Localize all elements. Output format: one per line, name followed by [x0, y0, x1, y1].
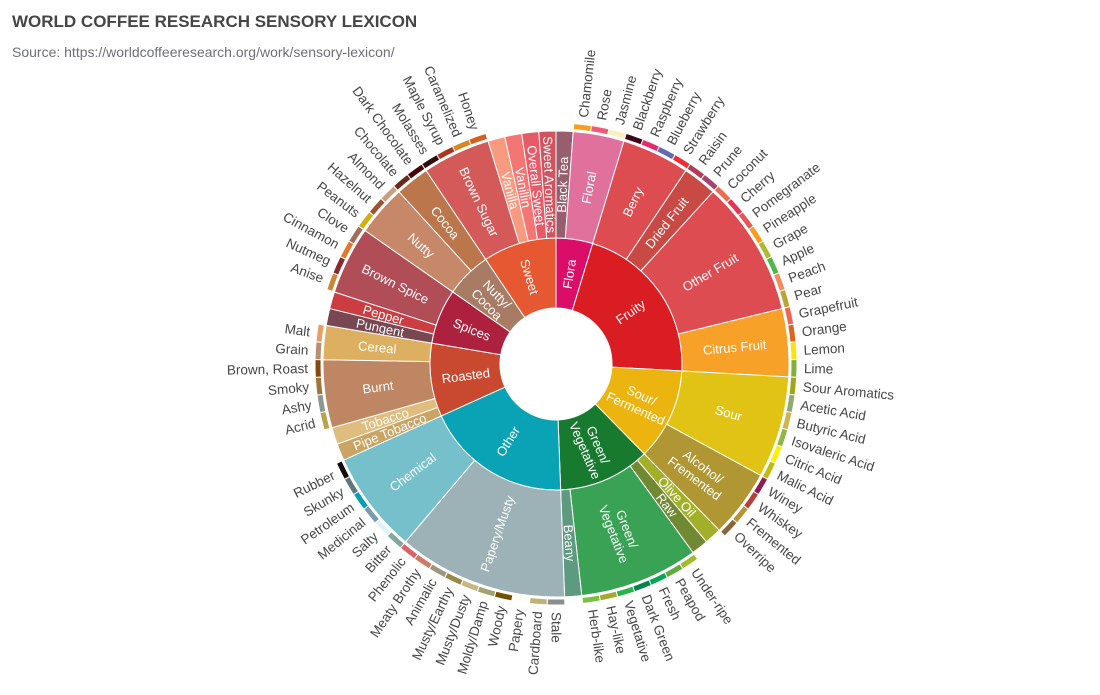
- tick-segment-honey[interactable]: [468, 132, 489, 146]
- leaf-label-smoky: Smoky: [267, 379, 310, 398]
- leaf-label-grain: Grain: [275, 341, 309, 358]
- tick-segment-brown-roast[interactable]: [314, 359, 322, 378]
- tick-segment-grain[interactable]: [314, 341, 323, 361]
- tick-segment-cardboard[interactable]: [528, 597, 548, 606]
- inner-label-roasted: Roasted: [441, 365, 491, 386]
- tick-segment-lemon[interactable]: [789, 341, 798, 361]
- leaf-label-stale: Stale: [549, 612, 564, 643]
- middle-label-sour: Sour: [713, 402, 744, 424]
- leaf-label-cardboard: Cardboard: [526, 611, 546, 676]
- chart-subtitle: Source: https://worldcoffeeresearch.org/…: [12, 44, 395, 60]
- leaf-label-papery: Papery: [506, 608, 527, 653]
- tick-segment-overripe[interactable]: [719, 518, 738, 537]
- tick-segment-ashy[interactable]: [316, 393, 327, 414]
- tick-segment-rubber[interactable]: [335, 460, 351, 480]
- tick-segment-malt[interactable]: [315, 323, 325, 343]
- tick-segment-stale[interactable]: [546, 598, 566, 606]
- middle-label-cereal: Cereal: [358, 338, 398, 356]
- middle-label-citrus-fruit: Citrus Fruit: [702, 337, 767, 358]
- tick-segment-smoky[interactable]: [314, 376, 324, 396]
- tick-segment-rose[interactable]: [590, 125, 610, 136]
- tick-segment-acetic-acid[interactable]: [785, 393, 796, 414]
- leaf-label-rose: Rose: [594, 88, 615, 122]
- tick-segment-chamomile[interactable]: [572, 123, 593, 133]
- leaf-label-orange: Orange: [801, 319, 848, 340]
- leaf-label-brown-roast: Brown, Roast: [227, 361, 309, 378]
- middle-label-beany: Beany: [560, 524, 578, 562]
- leaf-label-chamomile: Chamomile: [576, 49, 598, 119]
- leaf-label-lime: Lime: [804, 361, 834, 377]
- leaf-label-malt: Malt: [284, 321, 311, 339]
- chart-title: WORLD COFFEE RESEARCH SENSORY LEXICON: [12, 12, 418, 31]
- leaf-label-herb-like: Herb-like: [585, 608, 608, 664]
- tick-segment-sour-aromatics[interactable]: [788, 376, 798, 396]
- inner-label-flora: Flora: [560, 257, 579, 289]
- middle-label-black-tea: Black Tea: [554, 156, 571, 213]
- middle-label-sweet-aromatics: Sweet Aromatics: [540, 136, 559, 234]
- middle-segment-sweet-aromatics[interactable]: [538, 130, 557, 239]
- tick-segment-orange[interactable]: [787, 323, 797, 343]
- tick-segment-herb-like[interactable]: [581, 594, 601, 605]
- tick-segment-papery[interactable]: [511, 594, 531, 605]
- leaf-label-acrid: Acrid: [283, 416, 316, 438]
- middle-label-floral: Floral: [579, 170, 600, 205]
- leaf-label-pear: Pear: [792, 281, 824, 303]
- middle-label-burnt: Burnt: [362, 378, 395, 397]
- leaf-label-ashy: Ashy: [281, 398, 313, 418]
- tick-segment-lime[interactable]: [790, 359, 798, 378]
- leaf-label-lemon: Lemon: [803, 341, 845, 358]
